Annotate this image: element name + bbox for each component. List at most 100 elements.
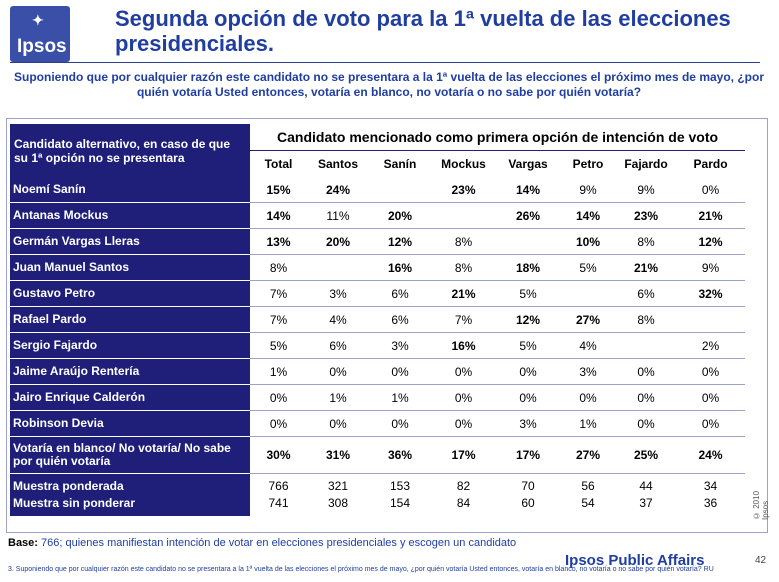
sample-cell: 70 60 [496,474,560,517]
table-cell: 2% [676,332,746,359]
table-cell: 30% [250,436,307,474]
table-row: Noemí Sanín 15% 24% 23% 14% 9% 9% 0% [10,177,746,203]
table-cell [616,332,676,359]
base-text: 766; quienes manifiestan intención de vo… [37,537,517,549]
table-cell: 0% [560,384,616,411]
table-cell: 10% [560,228,616,255]
table-row: Rafael Pardo 7% 4% 6% 7% 12% 27% 8% [10,306,746,333]
sample-label-unweighted: Muestra sin ponderar [13,496,136,510]
sample-unweighted: 36 [703,496,718,511]
column-header: Pardo [693,157,728,171]
table-row: Robinson Devia 0% 0% 0% 0% 3% 1% 0% 0% [10,410,746,437]
table-cell: 5% [496,332,560,359]
table-cell: 3% [496,410,560,437]
table-cell: 1% [560,410,616,437]
sample-cell: 34 36 [676,474,745,517]
row-label: Rafael Pardo [10,306,250,333]
table-cell: 24% [676,436,746,474]
table-row: Sergio Fajardo 5% 6% 3% 16% 5% 4% 2% [10,332,746,359]
table-cell: 3% [307,280,369,307]
table-cell: 0% [369,410,431,437]
table-cell [369,177,431,203]
row-label: Noemí Sanín [10,177,250,203]
table-cell: 0% [431,358,496,385]
table-cell: 27% [560,436,616,474]
table-cell: 14% [496,177,560,203]
table-cell: 21% [431,280,496,307]
table-cell: 9% [676,254,746,281]
table-cell: 7% [431,306,496,333]
page-title: Segunda opción de voto para la 1ª vuelta… [115,6,731,56]
row-label: Jairo Enrique Calderón [10,384,250,411]
logo-text: Ipsos [17,36,67,57]
table-cell: 36% [369,436,431,474]
sample-cell: 766 741 [250,474,307,517]
sample-unweighted: 60 [521,496,535,511]
table-frame [6,118,768,533]
table-cell: 20% [307,228,369,255]
table-cell: 14% [250,202,307,229]
table-cell: 0% [307,358,369,385]
table-cell: 26% [496,202,560,229]
table-cell: 0% [250,410,307,437]
table-cell: 9% [560,177,616,203]
table-cell [307,254,369,281]
title-divider [10,62,760,63]
table-cell: 9% [616,177,676,203]
table-cell: 23% [616,202,676,229]
table-cell: 25% [616,436,676,474]
table-cell: 7% [250,306,307,333]
column-header: Total [264,157,293,171]
sample-weighted: 766 [268,479,289,494]
table-cell: 12% [496,306,560,333]
base-label: Base: [8,537,38,549]
table-cell: 5% [560,254,616,281]
page-number: 42 [755,555,767,566]
table-cell: 0% [431,384,496,411]
table-cell: 5% [250,332,307,359]
table-cell: 0% [616,358,676,385]
row-label: Votaría en blanco/ No votaría/ No sabe p… [10,436,250,474]
vote-table: Candidato alternativo, en caso de que su… [10,124,746,517]
table-cell: 8% [431,228,496,255]
sample-weighted: 321 [327,479,349,494]
row-label: Sergio Fajardo [10,332,250,359]
table-cell: 18% [496,254,560,281]
sample-cell: 321 308 [307,474,369,517]
table-cell: 1% [250,358,307,385]
table-cell: 6% [307,332,369,359]
row-label: Gustavo Petro [10,280,250,307]
table-cell: 8% [616,228,676,255]
column-header: Santos [317,157,358,171]
table-cell [496,228,560,255]
column-header-row: Total Santos Sanín Mockus Vargas Petro Fajardo… [10,151,745,178]
sample-weighted: 56 [581,479,595,494]
table-cell: 32% [676,280,746,307]
table-cell: 0% [616,384,676,411]
sample-unweighted: 741 [268,496,289,511]
column-header: Vargas [508,157,548,171]
table-row: Juan Manuel Santos 8% 16% 8% 18% 5% 21% 9% [10,254,746,281]
table-cell: 4% [307,306,369,333]
table-cell: 0% [307,410,369,437]
table-cell: 0% [676,410,746,437]
logo-mark-icon: ✦ [32,12,44,28]
row-label: Antanas Mockus [10,202,250,229]
table-cell: 8% [250,254,307,281]
sample-labels: Muestra ponderada Muestra sin ponderar [10,473,250,517]
sample-cell: 153 154 [369,474,431,517]
table-cell: 0% [369,358,431,385]
table-cell: 0% [431,410,496,437]
table-cell: 11% [307,202,369,229]
table-cell: 0% [496,358,560,385]
table-cell: 12% [676,228,746,255]
table-cell: 8% [431,254,496,281]
base-note: Base: 766; quienes manifiestan intención… [8,537,516,549]
table-cell: 0% [616,410,676,437]
table-cell: 3% [560,358,616,385]
table-row: Antanas Mockus 14% 11% 20% 26% 14% 23% 21% [10,202,746,229]
table-cell: 31% [307,436,369,474]
table-cell: 5% [496,280,560,307]
table-cell: 24% [307,177,369,203]
table-row: Gustavo Petro 7% 3% 6% 21% 5% 6% 32% [10,280,746,307]
